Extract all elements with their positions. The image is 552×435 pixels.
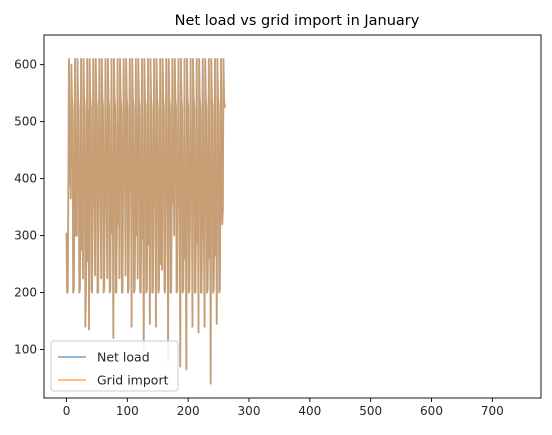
legend-label-net-load: Net load [97, 350, 150, 365]
legend-box [50, 340, 179, 392]
x-tick-label: 200 [177, 404, 200, 418]
x-tick-label: 300 [238, 404, 261, 418]
x-tick-label: 600 [420, 404, 443, 418]
y-tick-label: 300 [14, 229, 37, 243]
y-tick-label: 400 [14, 172, 37, 186]
x-tick-label: 100 [116, 404, 139, 418]
x-tick-label: 700 [481, 404, 504, 418]
series-line-grid-import [65, 58, 227, 385]
x-tick-label: 0 [63, 404, 71, 418]
y-tick-label: 600 [14, 58, 37, 72]
legend-label-grid-import: Grid import [97, 373, 169, 388]
x-tick-label: 500 [359, 404, 382, 418]
y-tick-label: 500 [14, 115, 37, 129]
x-tick-label: 400 [298, 404, 321, 418]
legend: Net load Grid import [50, 340, 179, 392]
series-layer [65, 58, 227, 385]
axes-layer: 0 100 200 300 400 500 600 700 100 200 300 400 500 600 [14, 58, 504, 418]
plot-frame [43, 34, 542, 399]
y-tick-label: 100 [14, 343, 37, 357]
y-tick-label: 200 [14, 286, 37, 300]
chart-title: Net load vs grid import in January [175, 13, 420, 29]
